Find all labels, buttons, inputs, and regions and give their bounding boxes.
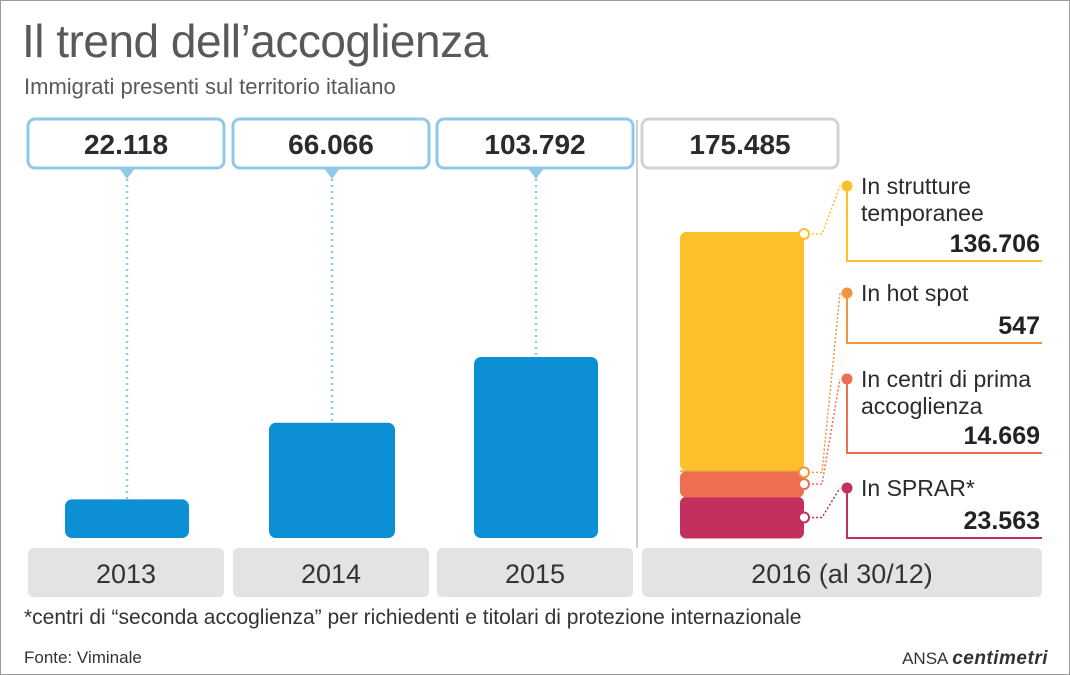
total-label-2: 103.792 [484, 129, 585, 160]
legend-connector-3 [804, 487, 841, 519]
stack-segment-2 [680, 471, 804, 498]
segment-anchor-dot-2 [798, 478, 810, 491]
legend-dot-0 [841, 180, 853, 192]
legend-label-3-0: In SPRAR* [861, 475, 975, 501]
legend-guide-3 [846, 488, 1042, 539]
pointer-1 [324, 168, 340, 179]
credit: ANSA centimetri [902, 648, 1048, 670]
credit-prefix: ANSA [902, 649, 948, 668]
year-box-3 [642, 548, 1042, 597]
legend-value-1: 547 [998, 312, 1040, 340]
year-label-3: 2016 (al 30/12) [751, 559, 933, 589]
pointer-0 [119, 168, 135, 179]
legend-label-0-1: temporanee [861, 200, 984, 226]
total-box-3 [640, 117, 840, 170]
year-label-1: 2014 [301, 559, 361, 589]
stack-segment-0 [680, 231, 804, 471]
legend-guide-1 [846, 293, 1042, 344]
bar-2014 [269, 422, 395, 538]
legend-label-2-0: In centri di prima [861, 366, 1031, 392]
credit-brand: centimetri [952, 648, 1048, 669]
legend-guide-0 [846, 186, 1042, 262]
total-label-0: 22.118 [84, 129, 168, 160]
legend-guide-2 [846, 379, 1042, 454]
legend-dot-1 [841, 287, 853, 299]
legend-value-0: 136.706 [950, 230, 1040, 258]
legend-label-1-0: In hot spot [861, 280, 969, 306]
legend-dot-2 [841, 373, 853, 385]
legend-value-3: 23.563 [964, 507, 1040, 535]
legend-label-0-0: In strutture [861, 173, 971, 199]
stack-segment-1 [680, 470, 804, 472]
segment-anchor-dot-1 [798, 466, 810, 479]
year-box-1 [233, 548, 429, 597]
legend-dot-3 [841, 482, 853, 494]
bar-2015 [474, 357, 598, 538]
total-label-1: 66.066 [288, 129, 374, 160]
legend-label-2-1: accoglienza [861, 393, 983, 419]
year-label-0: 2013 [96, 559, 156, 589]
segment-anchor-dot-0 [798, 227, 810, 240]
year-box-0 [28, 548, 224, 597]
footnote: *centri di “seconda accoglienza” per ric… [24, 606, 802, 629]
chart-title: Il trend dell’accoglienza [22, 15, 488, 67]
segment-anchor-dot-3 [798, 511, 810, 524]
legend-connector-0 [804, 185, 841, 235]
legend-value-2: 14.669 [964, 422, 1040, 450]
total-label-3: 175.485 [689, 129, 790, 160]
pointer-2 [528, 168, 544, 179]
stack-segment-3 [680, 496, 804, 539]
bar-2013 [65, 499, 189, 538]
year-box-2 [437, 548, 633, 597]
legend-connector-1 [804, 292, 841, 474]
chart-subtitle: Immigrati presenti sul territorio italia… [24, 74, 396, 99]
year-label-2: 2015 [505, 559, 565, 589]
source-note: Fonte: Viminale [24, 648, 142, 667]
